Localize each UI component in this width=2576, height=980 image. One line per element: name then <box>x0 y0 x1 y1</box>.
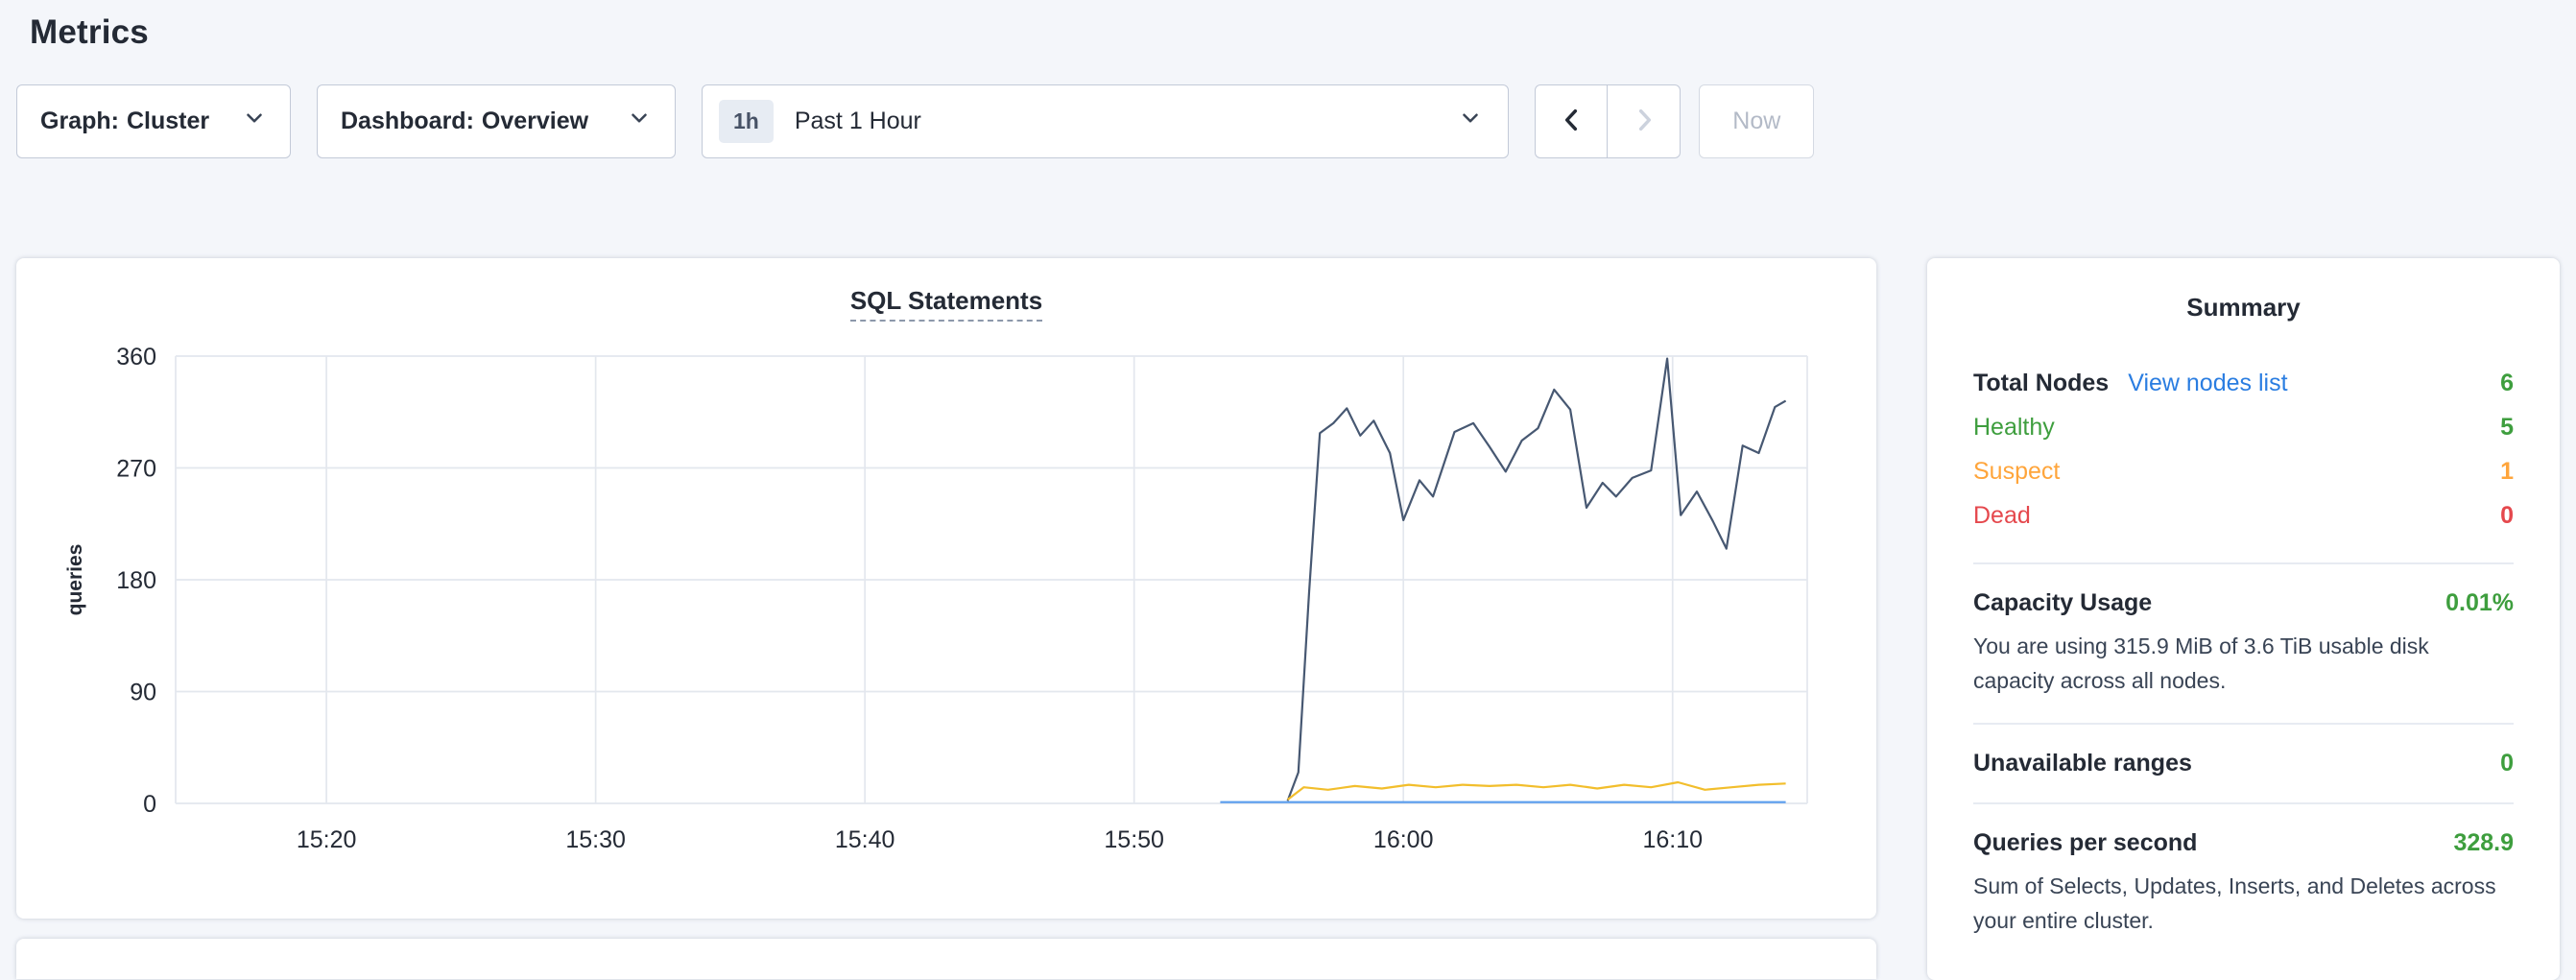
time-step-button-group <box>1535 84 1682 158</box>
svg-text:0: 0 <box>143 791 156 818</box>
dashboard-dropdown[interactable]: Dashboard: Overview <box>317 84 676 158</box>
svg-text:15:30: 15:30 <box>565 826 626 853</box>
metrics-page: Metrics Graph: Cluster Dashboard: Overview… <box>0 13 2576 980</box>
summary-title: Summary <box>2186 293 2301 322</box>
svg-text:15:20: 15:20 <box>297 826 357 853</box>
chevron-down-icon <box>242 106 267 137</box>
unavailable-ranges-value: 0 <box>2500 750 2514 777</box>
time-range-badge: 1h <box>719 100 774 143</box>
sql-statements-chart-card: SQL Statements 0 90 180 270 360 15:20 15:30 15:… <box>16 258 1876 919</box>
chevron-left-icon <box>1557 105 1587 138</box>
graph-dropdown-label: Graph: Cluster <box>40 108 210 134</box>
queries-per-second-row: Queries per second 328.9 <box>1973 829 2514 857</box>
content-row: SQL Statements 0 90 180 270 360 15:20 15:30 15:… <box>16 258 2560 980</box>
graph-dropdown[interactable]: Graph: Cluster <box>16 84 291 158</box>
dashboard-dropdown-label: Dashboard: Overview <box>341 108 589 134</box>
svg-text:15:50: 15:50 <box>1104 826 1164 853</box>
chevron-right-icon <box>1629 105 1659 138</box>
svg-text:90: 90 <box>130 680 156 706</box>
dead-label: Dead <box>1973 502 2031 529</box>
total-nodes-label: Total Nodes <box>1973 370 2110 396</box>
previous-interval-button[interactable] <box>1535 84 1609 158</box>
divider <box>1973 802 2514 804</box>
unavailable-ranges-label: Unavailable ranges <box>1973 750 2192 777</box>
svg-text:270: 270 <box>116 456 156 483</box>
chevron-down-icon <box>1458 106 1483 137</box>
next-interval-button[interactable] <box>1607 84 1682 158</box>
now-button[interactable]: Now <box>1699 84 1815 158</box>
capacity-usage-row: Capacity Usage 0.01% <box>1973 589 2514 617</box>
capacity-usage-description: You are using 315.9 MiB of 3.6 TiB usabl… <box>1973 633 2429 693</box>
page-title: Metrics <box>30 13 149 51</box>
queries-per-second-value: 328.9 <box>2453 829 2514 856</box>
summary-panel: Summary Total Nodes View nodes list 6 He… <box>1927 258 2560 980</box>
unavailable-ranges-row: Unavailable ranges 0 <box>1973 750 2514 777</box>
svg-text:16:00: 16:00 <box>1373 826 1434 853</box>
charts-column: SQL Statements 0 90 180 270 360 15:20 15:30 15:… <box>16 258 1876 979</box>
divider <box>1973 723 2514 725</box>
healthy-value: 5 <box>2500 414 2514 441</box>
healthy-nodes-row: Healthy 5 <box>1973 405 2514 449</box>
suspect-label: Suspect <box>1973 458 2061 485</box>
svg-text:queries: queries <box>64 544 86 616</box>
total-nodes-row: Total Nodes View nodes list 6 <box>1973 361 2514 405</box>
next-chart-card-peek <box>16 939 1876 979</box>
total-nodes-value: 6 <box>2500 370 2514 396</box>
view-nodes-list-link[interactable]: View nodes list <box>2128 370 2288 396</box>
queries-per-second-description: Sum of Selects, Updates, Inserts, and De… <box>1973 873 2496 933</box>
sql-statements-chart[interactable]: 0 90 180 270 360 15:20 15:30 15:40 15:50 16:00 16:… <box>16 322 1876 915</box>
divider <box>1973 562 2514 564</box>
svg-text:360: 360 <box>116 344 156 370</box>
capacity-usage-label: Capacity Usage <box>1973 589 2153 616</box>
toolbar: Graph: Cluster Dashboard: Overview 1h Past… <box>16 84 2560 158</box>
time-range-dropdown[interactable]: 1h Past 1 Hour <box>702 84 1509 158</box>
svg-text:180: 180 <box>116 567 156 594</box>
svg-text:16:10: 16:10 <box>1642 826 1703 853</box>
chart-title[interactable]: SQL Statements <box>849 286 1043 322</box>
dead-value: 0 <box>2500 502 2514 529</box>
chart-title-row: SQL Statements <box>16 258 1876 322</box>
time-range-label: Past 1 Hour <box>794 108 921 134</box>
svg-text:15:40: 15:40 <box>835 826 895 853</box>
suspect-value: 1 <box>2500 458 2514 485</box>
suspect-nodes-row: Suspect 1 <box>1973 449 2514 493</box>
capacity-usage-value: 0.01% <box>2445 589 2514 616</box>
dead-nodes-row: Dead 0 <box>1973 493 2514 538</box>
healthy-label: Healthy <box>1973 414 2055 441</box>
chevron-down-icon <box>627 106 652 137</box>
queries-per-second-label: Queries per second <box>1973 829 2198 856</box>
